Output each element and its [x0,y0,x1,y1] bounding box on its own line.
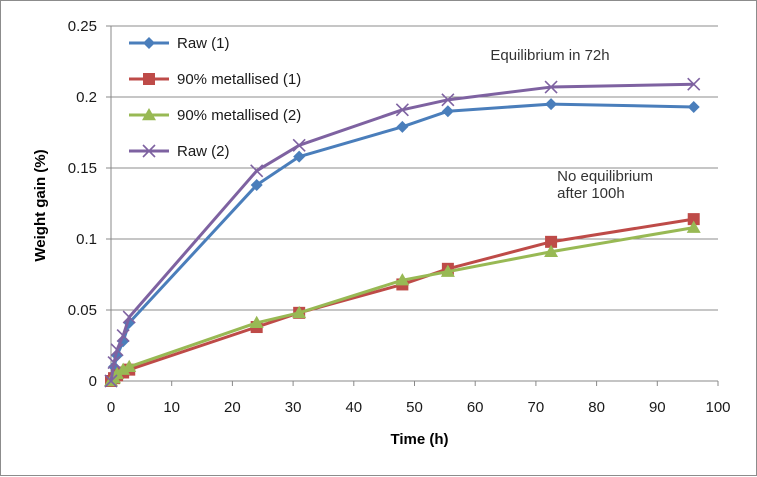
data-point [396,120,409,133]
data-point [545,235,558,248]
y-tick-label: 0 [89,373,97,390]
x-tick-label: 90 [649,399,666,416]
legend: Raw (1) 90% metallised (1) 90% metallised … [129,35,301,160]
x-tick-label: 100 [705,399,730,416]
x-tick-label: 50 [406,399,423,416]
legend-item: 90% metallised (1) [129,71,301,88]
legend-swatch-marker [143,37,155,49]
x-tick-label: 0 [107,399,115,416]
data-point [544,80,558,94]
x-tick-label: 60 [467,399,484,416]
tick-labels: 0 10 20 30 40 50 60 70 80 90 100 0 0.05 0.1 0.15 0.2 0.2… [68,18,731,416]
data-point [110,366,125,380]
annotation-text: Equilibrium in 72h [490,47,609,64]
legend-swatch-marker [142,108,156,121]
x-tick-label: 20 [224,399,241,416]
legend-item: Raw (2) [129,143,230,160]
x-tick-label: 70 [528,399,545,416]
data-point [687,213,700,226]
data-point [292,138,306,152]
y-axis-title: Weight gain (%) [32,149,49,261]
data-point [687,100,700,113]
data-point [440,264,455,277]
data-point [545,98,558,111]
gridlines [111,25,718,311]
data-point [441,93,455,107]
legend-label: 90% metallised (1) [177,71,301,88]
data-point [116,328,130,343]
series-lines [104,77,701,388]
x-tick-label: 40 [345,399,362,416]
data-point [107,355,121,370]
data-point [395,273,410,286]
data-point [250,164,264,178]
data-point [293,150,306,163]
y-tick-label: 0.15 [68,160,97,177]
annotation-text: No equilibrium [557,168,653,185]
x-tick-label: 10 [163,399,180,416]
data-point [250,179,263,192]
legend-label: Raw (1) [177,35,230,52]
annotation-text: after 100h [557,185,625,202]
data-point [249,315,264,329]
x-axis-title: Time (h) [390,431,448,448]
legend-swatch-marker [143,73,155,85]
data-point [441,105,454,118]
legend-swatch-marker [142,144,156,158]
data-point [544,244,559,258]
legend-label: 90% metallised (2) [177,107,301,124]
data-point [686,220,701,233]
data-point [122,359,137,373]
series-4 [104,77,701,388]
y-tick-label: 0.2 [76,89,97,106]
legend-item: Raw (1) [129,35,230,52]
data-point [292,305,307,319]
data-point [395,103,409,117]
x-tick-label: 30 [285,399,302,416]
series-line [109,226,694,383]
data-point [104,374,118,388]
data-point [110,343,124,357]
data-point [687,77,701,91]
x-tick-label: 80 [588,399,605,416]
legend-item: 90% metallised (2) [129,107,301,124]
data-point [122,310,136,324]
legend-label: Raw (2) [177,143,230,160]
y-tick-label: 0.05 [68,302,97,319]
y-tick-label: 0.1 [76,231,97,248]
y-tick-label: 0.25 [68,18,97,35]
